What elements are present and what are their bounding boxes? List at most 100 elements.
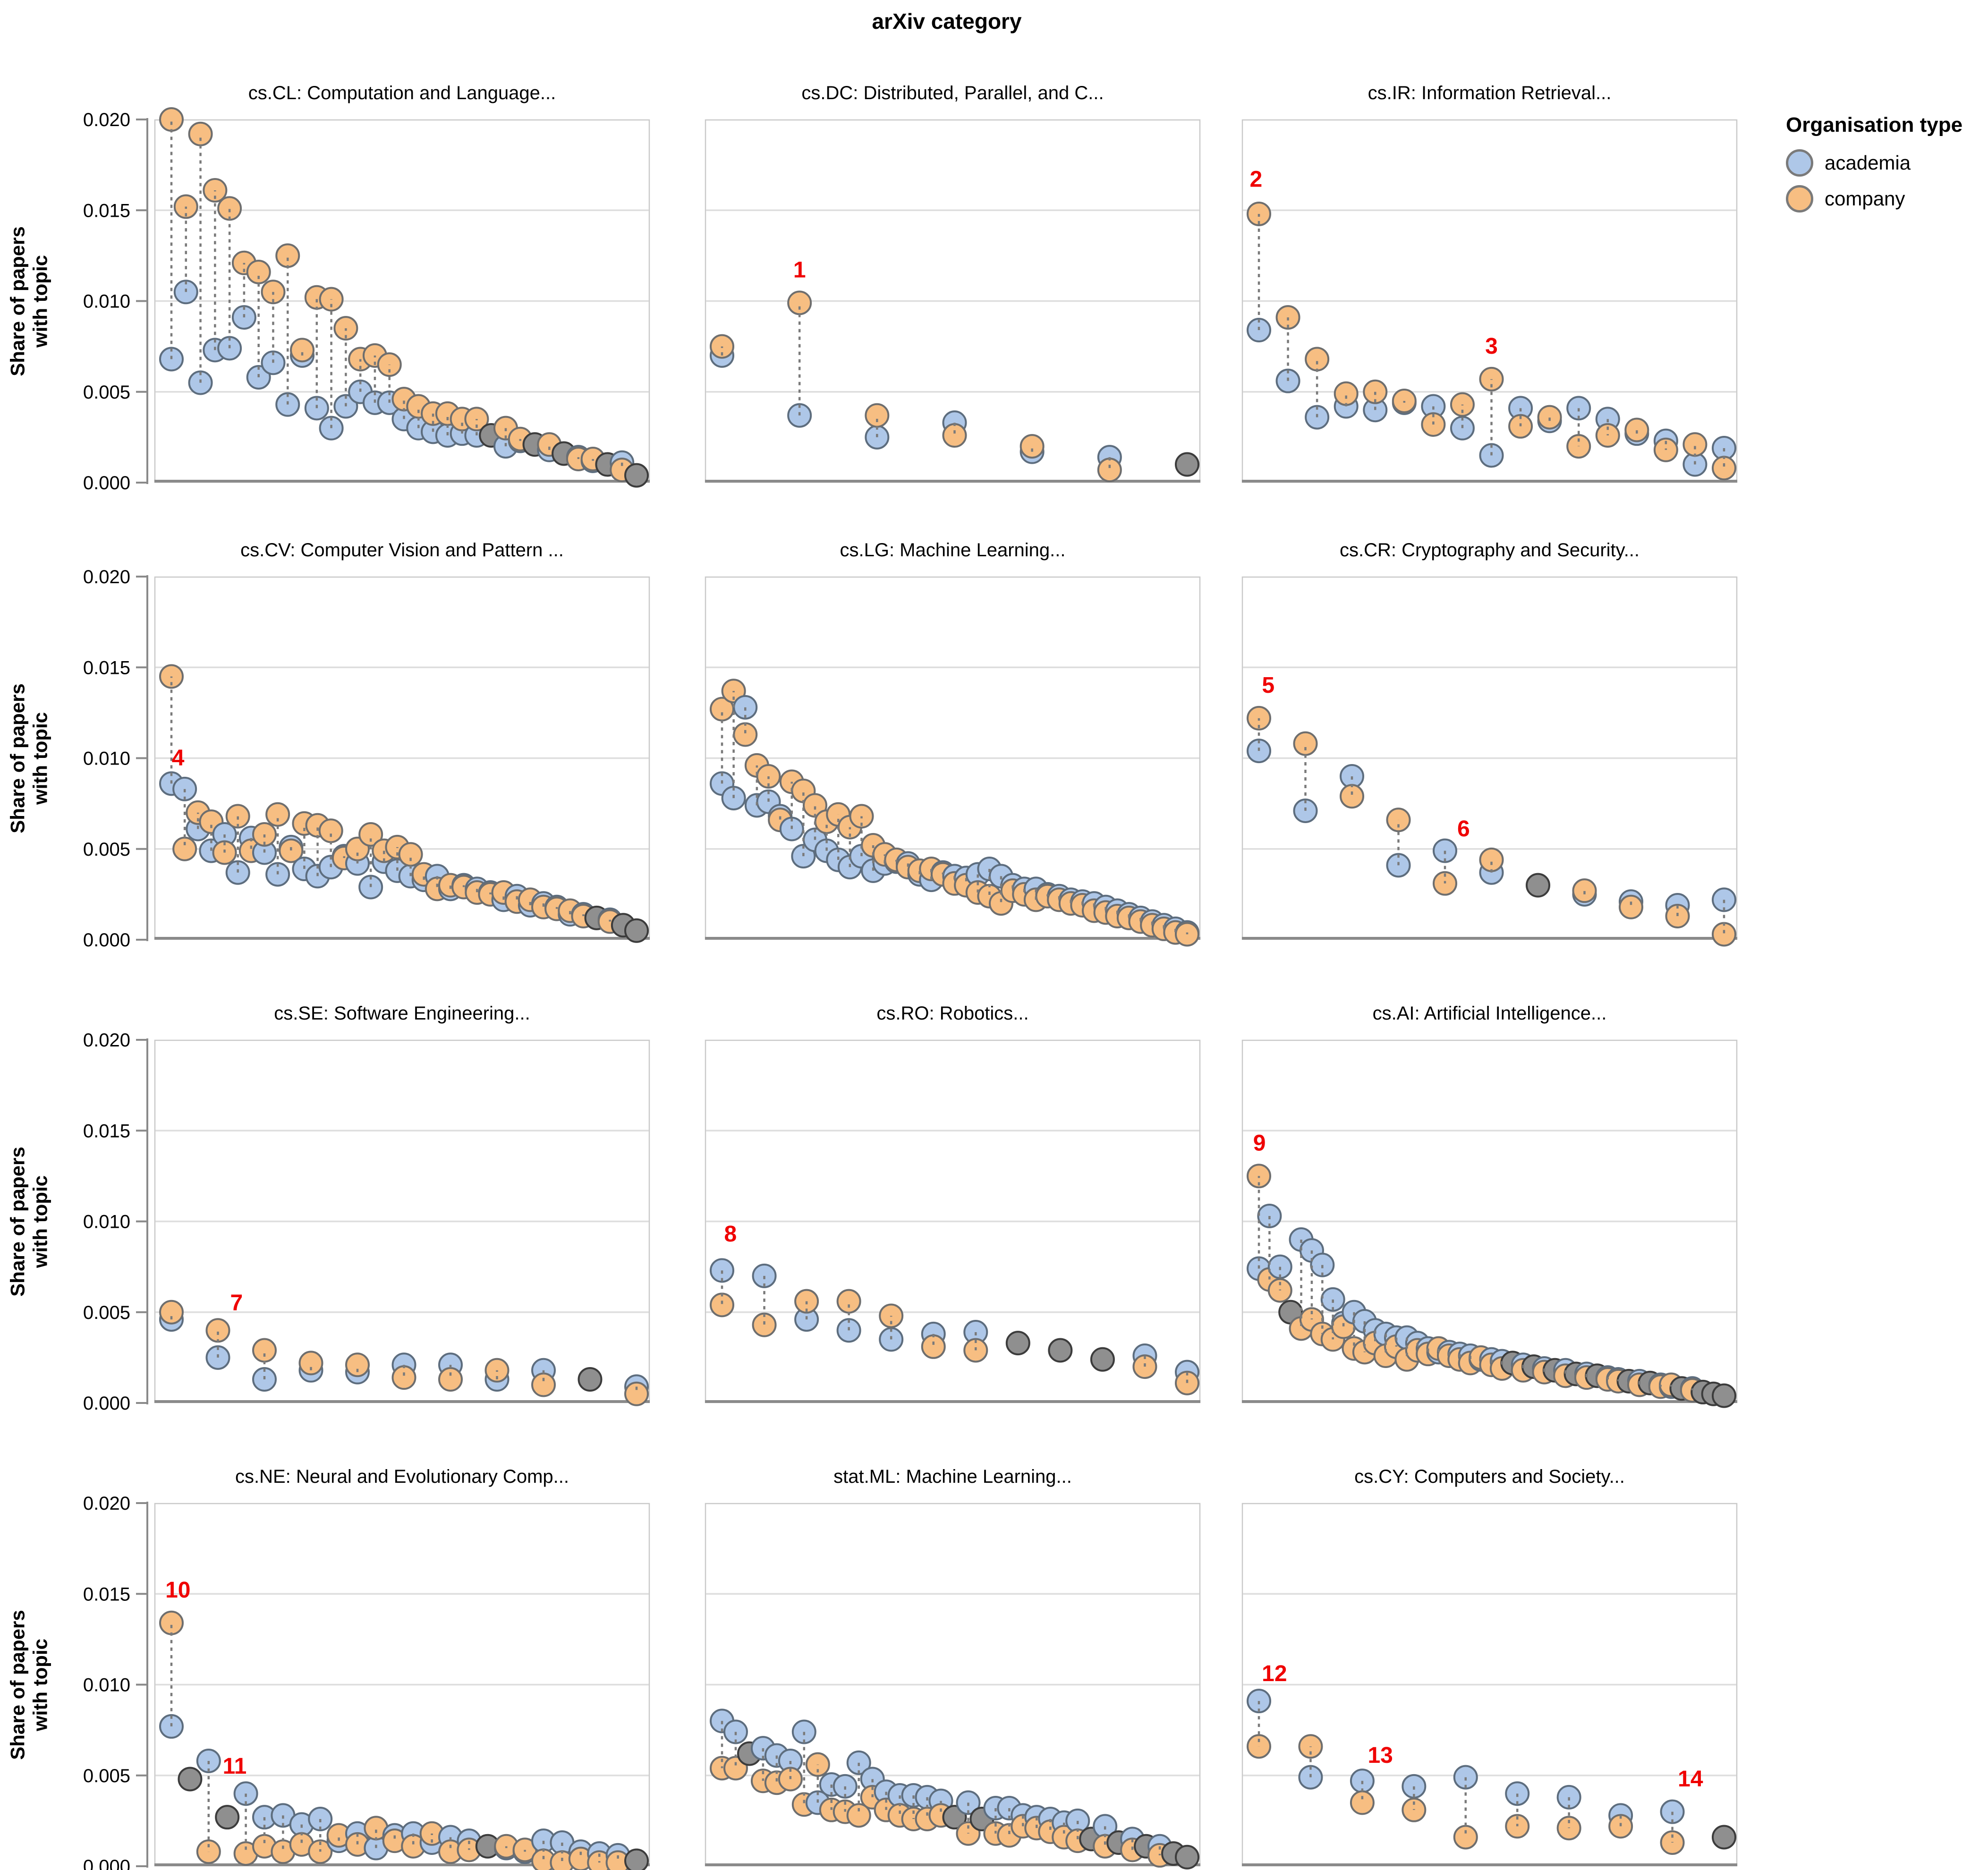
- panel-title: cs.CR: Cryptography and Security...: [1339, 540, 1640, 561]
- company-swatch-icon: [1786, 185, 1813, 212]
- y-tick-label: 0.010: [83, 1675, 130, 1696]
- panel-title: cs.SE: Software Engineering...: [274, 1003, 530, 1024]
- y-tick-label: 0.010: [83, 291, 130, 312]
- legend: Organisation type academia company: [1786, 113, 1984, 221]
- y-axis: 0.020 0.015 0.010 0.005 0.000: [83, 567, 148, 951]
- data-point: [1572, 878, 1597, 903]
- y-tick-label: 0.015: [83, 1121, 130, 1141]
- y-tick-label: 0.020: [83, 1493, 130, 1514]
- data-point: [1665, 904, 1690, 929]
- panel-title: cs.DC: Distributed, Parallel, and C...: [801, 83, 1104, 103]
- y-axis-title: Share of papers with topic: [6, 683, 51, 833]
- legend-label: company: [1825, 187, 1905, 210]
- data-point: [345, 1352, 370, 1377]
- panel-title: stat.ML: Machine Learning...: [833, 1466, 1072, 1487]
- data-point: [1350, 1790, 1375, 1815]
- data-point: [1097, 458, 1122, 483]
- data-point: [438, 1367, 463, 1392]
- annotation-number: 12: [1262, 1661, 1287, 1686]
- y-axis: 0.020 0.015 0.010 0.005 0.000: [83, 1493, 148, 1870]
- data-point: [159, 1610, 184, 1635]
- data-point: [1619, 894, 1643, 919]
- panel: 9: [1241, 1039, 1738, 1408]
- annotation-number: 1: [793, 258, 806, 283]
- data-point: [298, 1351, 323, 1376]
- panel: 7: [154, 1039, 650, 1406]
- data-point: [173, 280, 198, 305]
- data-point: [1175, 452, 1199, 477]
- data-point: [805, 1752, 830, 1777]
- data-point: [865, 403, 890, 428]
- annotation-number: 6: [1457, 816, 1470, 842]
- data-point: [205, 1318, 230, 1343]
- data-point: [1660, 1830, 1685, 1855]
- data-point: [290, 338, 315, 363]
- data-point: [787, 290, 812, 315]
- data-point: [1608, 1814, 1633, 1839]
- data-point: [710, 1292, 734, 1318]
- data-point: [1453, 1825, 1478, 1850]
- y-tick-label: 0.020: [83, 110, 130, 130]
- data-point: [233, 1781, 258, 1806]
- legend-title: Organisation type: [1786, 113, 1963, 136]
- panel-title: cs.CV: Computer Vision and Pattern ...: [240, 540, 564, 561]
- data-point: [1712, 922, 1736, 947]
- data-point: [879, 1303, 904, 1328]
- annotation-number: 3: [1485, 334, 1498, 359]
- y-tick-label: 0.010: [83, 748, 130, 769]
- data-point: [1320, 1287, 1345, 1312]
- data-point: [921, 1334, 946, 1359]
- y-axis-title: Share of papers with topic: [6, 1609, 51, 1760]
- panel-title: cs.NE: Neural and Evolutionary Comp...: [235, 1466, 569, 1487]
- y-tick-label: 0.005: [83, 382, 130, 403]
- annotation-number: 5: [1262, 673, 1274, 698]
- data-point: [159, 1300, 184, 1325]
- panel: 1: [705, 119, 1201, 483]
- data-point: [1712, 1825, 1736, 1850]
- data-point: [1175, 1370, 1199, 1395]
- data-point: [1005, 1331, 1030, 1356]
- chart-title: arXiv category: [872, 9, 1022, 34]
- data-point: [752, 1312, 777, 1337]
- data-point: [159, 347, 184, 372]
- annotation-number: 2: [1249, 167, 1262, 192]
- data-point: [624, 918, 649, 943]
- data-point: [1479, 847, 1504, 872]
- annotation-number: 9: [1253, 1131, 1266, 1156]
- academia-swatch-icon: [1786, 149, 1813, 177]
- data-point: [178, 1767, 203, 1792]
- y-tick-label: 0.020: [83, 1030, 130, 1051]
- y-tick-label: 0.015: [83, 200, 130, 221]
- y-tick-label: 0.005: [83, 1302, 130, 1323]
- data-point: [1019, 434, 1045, 459]
- panel: 23: [1241, 119, 1738, 483]
- data-point: [358, 822, 383, 847]
- y-axis-title: Share of papers with topic: [6, 226, 51, 376]
- panel-title: cs.LG: Machine Learning...: [840, 540, 1066, 561]
- data-point: [846, 1803, 871, 1828]
- data-point: [172, 836, 197, 861]
- y-tick-label: 0.020: [83, 567, 130, 587]
- panel: [705, 1503, 1201, 1870]
- data-point: [215, 1805, 240, 1830]
- panel-title: cs.CY: Computers and Society...: [1354, 1466, 1625, 1487]
- y-axis-title: Share of papers with topic: [6, 1146, 51, 1297]
- data-point: [1624, 417, 1649, 442]
- data-point: [1537, 405, 1562, 430]
- annotation-number: 11: [223, 1754, 247, 1779]
- data-point: [756, 764, 781, 789]
- panel-title: cs.RO: Robotics...: [876, 1003, 1029, 1024]
- data-point: [1175, 922, 1199, 947]
- legend-item-company: company: [1786, 185, 1984, 212]
- panel: 4: [154, 576, 650, 943]
- annotation-number: 7: [230, 1291, 243, 1316]
- y-axis: 0.020 0.015 0.010 0.005 0.000: [83, 1030, 148, 1414]
- annotation-number: 14: [1678, 1767, 1703, 1792]
- data-point: [624, 1848, 649, 1870]
- y-tick-label: 0.000: [83, 1856, 130, 1870]
- data-point: [398, 842, 423, 867]
- data-point: [1090, 1347, 1115, 1372]
- data-point: [1275, 305, 1300, 330]
- data-point: [1526, 873, 1550, 898]
- data-point: [1132, 1354, 1157, 1379]
